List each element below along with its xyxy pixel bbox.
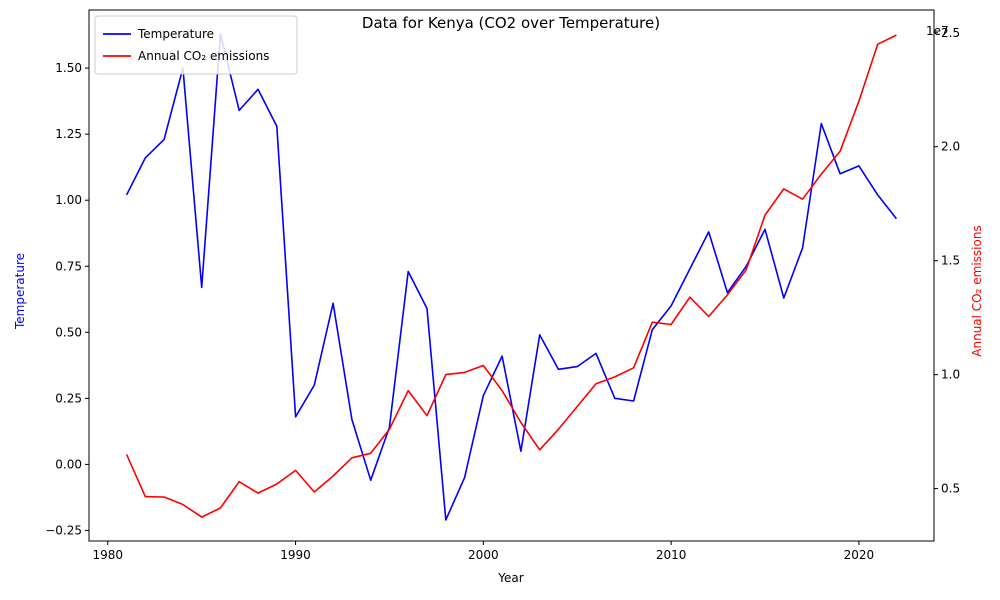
y-right-tick-label: 2.5 <box>941 26 960 40</box>
legend-label-temperature: Temperature <box>137 27 214 41</box>
series-line-temperature <box>125 32 898 521</box>
y-axis-left-label: Temperature <box>13 253 27 330</box>
series-line-co2-emissions <box>125 34 897 518</box>
y-left-tick-label: 0.25 <box>55 391 82 405</box>
y-left-tick-label: 1.25 <box>55 127 82 141</box>
y-right-tick-label: 0.5 <box>941 482 960 496</box>
y-left-tick-label: 0.75 <box>55 259 82 273</box>
y-right-tick-label: 1.0 <box>941 368 960 382</box>
x-tick-label: 2020 <box>844 548 875 562</box>
y-left-tick-label: 1.50 <box>55 61 82 75</box>
y-right-tick-label: 1.5 <box>941 254 960 268</box>
legend-label-co2-emissions: Annual CO₂ emissions <box>138 49 269 63</box>
y-axis-right-label: Annual CO₂ emissions <box>970 225 984 356</box>
x-tick-label: 2010 <box>656 548 687 562</box>
y-left-tick-label: 1.00 <box>55 193 82 207</box>
x-axis-label: Year <box>497 571 523 585</box>
x-tick-label: 2000 <box>468 548 499 562</box>
plot-frame <box>88 9 935 542</box>
y-axis-right-multiplier: 1e7 <box>926 24 949 38</box>
y-left-tick-label: −0.25 <box>45 523 82 537</box>
y-left-tick-label: 0.00 <box>55 457 82 471</box>
legend: Temperature Annual CO₂ emissions <box>94 15 298 75</box>
x-tick-label: 1990 <box>280 548 311 562</box>
x-tick-label: 1980 <box>93 548 124 562</box>
y-right-tick-label: 2.0 <box>941 140 960 154</box>
legend-box <box>94 15 298 75</box>
y-left-tick-label: 0.50 <box>55 325 82 339</box>
chart-title: Data for Kenya (CO2 over Temperature) <box>362 14 660 32</box>
